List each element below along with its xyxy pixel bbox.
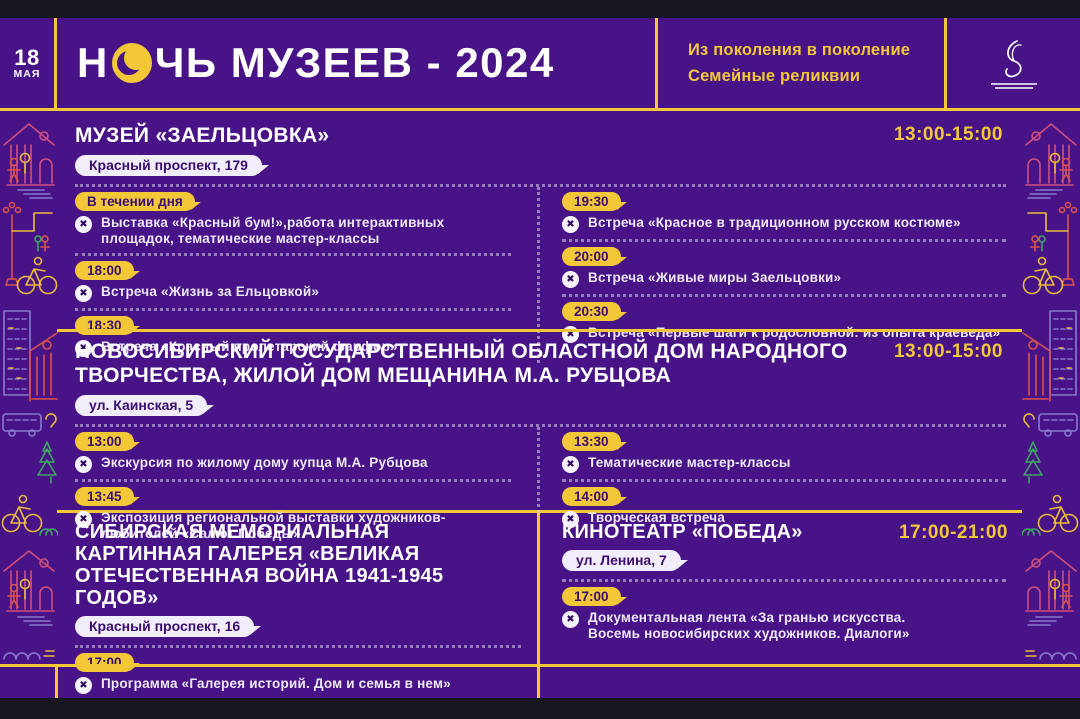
venue-address-pill: ул. Каинская, 5 (75, 395, 215, 416)
events-column-left: 13:00 ✖ Экскурсия по жилому дому купца М… (75, 427, 540, 548)
event-title: Встреча «Живые миры Заельцовки» (588, 270, 842, 285)
ministry-emblem-logo (947, 18, 1080, 108)
event-marker-icon: ✖ (75, 216, 92, 233)
venue-title: НОВОСИБИРСКИЙ ГОСУДАРСТВЕННЫЙ ОБЛАСТНОЙ … (75, 340, 848, 387)
event-item: 13:30 ✖ Тематические мастер-классы (562, 427, 1006, 479)
top-black-bar (0, 0, 1080, 18)
events-column-right: 13:30 ✖ Тематические мастер-классы 14:00… (540, 427, 1006, 548)
footer-divider-line (0, 664, 1080, 667)
theme-block: Из поколения в поколение Семейные реликв… (655, 18, 947, 108)
theme-line-1: Из поколения в поколение (688, 41, 911, 59)
event-item: 14:00 ✖ Творческая встреча (562, 479, 1006, 534)
footer-vertical-line (55, 664, 58, 698)
event-marker-icon: ✖ (75, 340, 92, 357)
events-column-left: В течении дня ✖ Выставка «Красный бум!»,… (75, 187, 540, 363)
event-title: Документальная лента «За гранью искусств… (588, 610, 910, 641)
event-title: Встреча «Красное в традиционном русском … (588, 215, 961, 230)
event-item: 17:00 ✖ Программа «Галерея историй. Дом … (75, 648, 521, 700)
events-list: 17:00 ✖ Документальная лента «За гранью … (562, 579, 1006, 648)
section-memorial-gallery: СИБИРСКАЯ МЕМОРИАЛЬНАЯ КАРТИННАЯ ГАЛЕРЕЯ… (57, 513, 540, 700)
event-item: 20:00 ✖ Встреча «Живые миры Заельцовки» (562, 239, 1006, 294)
crescent-moon-icon (111, 43, 152, 83)
venue-address-pill: ул. Ленина, 7 (562, 550, 688, 571)
time-badge: 19:30 (562, 192, 627, 211)
event-date: 18 МАЯ (0, 18, 57, 108)
time-badge: 13:30 (562, 432, 627, 451)
section-museum-zaeltsovka: МУЗЕЙ «ЗАЕЛЬЦОВКА» 13:00-15:00 Красный п… (57, 111, 1022, 363)
event-marker-icon: ✖ (562, 271, 579, 288)
event-item: 17:00 ✖ Документальная лента «За гранью … (562, 582, 1006, 648)
event-item: В течении дня ✖ Выставка «Красный бум!»,… (75, 187, 511, 253)
time-badge: 17:00 (75, 653, 140, 672)
event-title: Программа «Галерея историй. Дом и семья … (101, 676, 451, 691)
emblem-icon (1004, 39, 1022, 77)
date-month: МАЯ (13, 67, 41, 80)
event-title: Встреча «Жизнь за Ельцовкой» (101, 284, 320, 299)
city-line-art-left (0, 111, 58, 664)
event-marker-icon: ✖ (562, 456, 579, 473)
poster-title: Н ЧЬ МУЗЕЕВ - 2024 (77, 39, 555, 86)
venue-hours: 17:00-21:00 (898, 522, 1008, 543)
event-item: 13:00 ✖ Экскурсия по жилому дому купца М… (75, 427, 511, 479)
events-grid: 13:00 ✖ Экскурсия по жилому дому купца М… (75, 424, 1006, 548)
section-cinema-pobeda: КИНОТЕАТР «ПОБЕДА» 17:00-21:00 ул. Ленин… (540, 513, 1022, 700)
logo-caption-line (990, 82, 1037, 85)
event-marker-icon: ✖ (562, 216, 579, 233)
event-marker-icon: ✖ (562, 511, 579, 528)
event-title: Экскурсия по жилому дому купца М.А. Рубц… (101, 455, 428, 470)
event-item: 18:30 ✖ Встреча «Красный пролетарский фа… (75, 308, 511, 363)
event-marker-icon: ✖ (75, 511, 92, 528)
events-list: 17:00 ✖ Программа «Галерея историй. Дом … (75, 645, 521, 700)
time-badge: В течении дня (75, 192, 201, 211)
theme-line-2: Семейные реликвии (688, 67, 861, 85)
event-item: 19:30 ✖ Встреча «Красное в традиционном … (562, 187, 1006, 239)
date-day: 18 (14, 44, 40, 70)
program-content: МУЗЕЙ «ЗАЕЛЬЦОВКА» 13:00-15:00 Красный п… (57, 111, 1022, 700)
time-badge: 17:00 (562, 587, 627, 606)
time-badge: 20:00 (562, 247, 627, 266)
venue-hours: 13:00-15:00 (893, 124, 1003, 145)
event-marker-icon: ✖ (75, 285, 92, 302)
events-grid: В течении дня ✖ Выставка «Красный бум!»,… (75, 184, 1006, 363)
event-marker-icon: ✖ (75, 456, 92, 473)
event-title: Тематические мастер-классы (588, 455, 791, 470)
venue-title: СИБИРСКАЯ МЕМОРИАЛЬНАЯ КАРТИННАЯ ГАЛЕРЕЯ… (75, 521, 444, 609)
event-title: Творческая встреча (588, 510, 726, 525)
event-item: 13:45 ✖ Экспозиция региональной выставки… (75, 479, 511, 548)
venue-address-pill: Красный проспект, 179 (75, 155, 269, 176)
poster-header: 18 МАЯ Н ЧЬ МУЗЕЕВ - 2024 Из поколения в … (0, 18, 1080, 108)
title-block: Н ЧЬ МУЗЕЕВ - 2024 (60, 18, 655, 108)
event-marker-icon: ✖ (75, 677, 92, 694)
time-badge: 13:00 (75, 432, 140, 451)
event-title: Встреча «Первые шаги к родословной: из о… (588, 325, 1001, 340)
venue-title: МУЗЕЙ «ЗАЕЛЬЦОВКА» (75, 124, 330, 147)
logo-caption-line (994, 86, 1033, 89)
venue-title: КИНОТЕАТР «ПОБЕДА» (562, 521, 803, 543)
venue-address-pill: Красный проспект, 16 (75, 616, 262, 637)
event-title: Экспозиция региональной выставки художни… (101, 510, 446, 541)
time-badge: 20:30 (562, 302, 627, 321)
bottom-black-bar (0, 698, 1080, 719)
time-badge: 13:45 (75, 487, 140, 506)
venue-hours: 13:00-15:00 (893, 341, 1003, 362)
events-column-right: 19:30 ✖ Встреча «Красное в традиционном … (540, 187, 1006, 363)
bottom-sections-row: СИБИРСКАЯ МЕМОРИАЛЬНАЯ КАРТИННАЯ ГАЛЕРЕЯ… (57, 510, 1022, 700)
event-title: Выставка «Красный бум!»,работа интеракти… (101, 215, 445, 246)
event-title: Встреча «Красный пролетарский фарфор» (101, 339, 398, 354)
header-divider-line (0, 108, 1080, 111)
time-badge: 18:00 (75, 261, 140, 280)
event-item: 18:00 ✖ Встреча «Жизнь за Ельцовкой» (75, 253, 511, 308)
event-marker-icon: ✖ (562, 611, 579, 628)
time-badge: 14:00 (562, 487, 627, 506)
city-line-art-right (1022, 111, 1080, 664)
section-house-of-folk-art: НОВОСИБИРСКИЙ ГОСУДАРСТВЕННЫЙ ОБЛАСТНОЙ … (57, 329, 1022, 548)
